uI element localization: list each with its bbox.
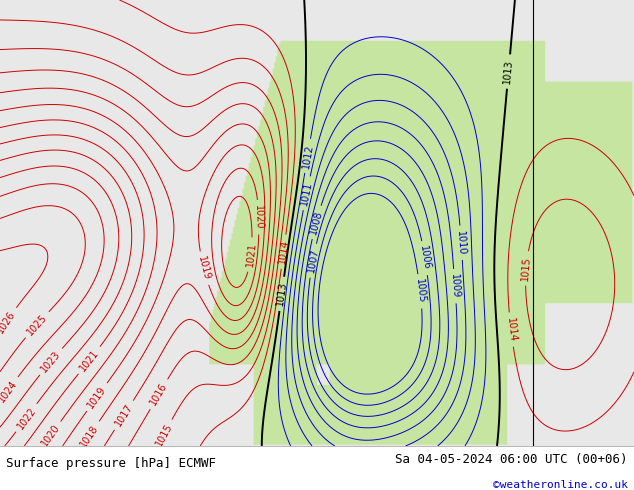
Text: 1021: 1021: [245, 242, 257, 268]
Text: 1013: 1013: [503, 59, 515, 84]
Text: 1014: 1014: [505, 317, 517, 343]
Text: 1012: 1012: [301, 143, 314, 169]
Text: 1014: 1014: [277, 239, 290, 265]
Text: 1019: 1019: [86, 384, 108, 410]
Text: 1025: 1025: [25, 312, 49, 337]
Text: 1009: 1009: [449, 273, 461, 299]
Text: 1023: 1023: [39, 349, 63, 374]
Text: 1010: 1010: [455, 230, 467, 255]
Text: 1013: 1013: [275, 281, 288, 307]
Text: 1006: 1006: [418, 245, 432, 271]
Text: 1005: 1005: [414, 278, 427, 304]
Text: Surface pressure [hPa] ECMWF: Surface pressure [hPa] ECMWF: [6, 457, 216, 470]
Text: 1020: 1020: [39, 423, 62, 449]
Text: 1018: 1018: [79, 423, 100, 449]
Text: 1015: 1015: [153, 421, 174, 448]
Text: 1019: 1019: [196, 255, 212, 281]
Text: 1024: 1024: [0, 378, 19, 404]
Text: ©weatheronline.co.uk: ©weatheronline.co.uk: [493, 480, 628, 490]
Text: 1026: 1026: [0, 309, 18, 335]
Text: 1015: 1015: [521, 256, 532, 281]
Text: 1016: 1016: [148, 381, 169, 407]
Text: 1008: 1008: [308, 209, 324, 235]
Text: Sa 04-05-2024 06:00 UTC (00+06): Sa 04-05-2024 06:00 UTC (00+06): [395, 453, 628, 466]
Text: 1021: 1021: [78, 347, 101, 373]
Text: 1022: 1022: [15, 405, 38, 431]
Text: 1007: 1007: [306, 247, 320, 273]
Text: 1020: 1020: [254, 205, 264, 230]
Text: 1011: 1011: [299, 180, 314, 206]
Text: 1017: 1017: [113, 402, 134, 428]
